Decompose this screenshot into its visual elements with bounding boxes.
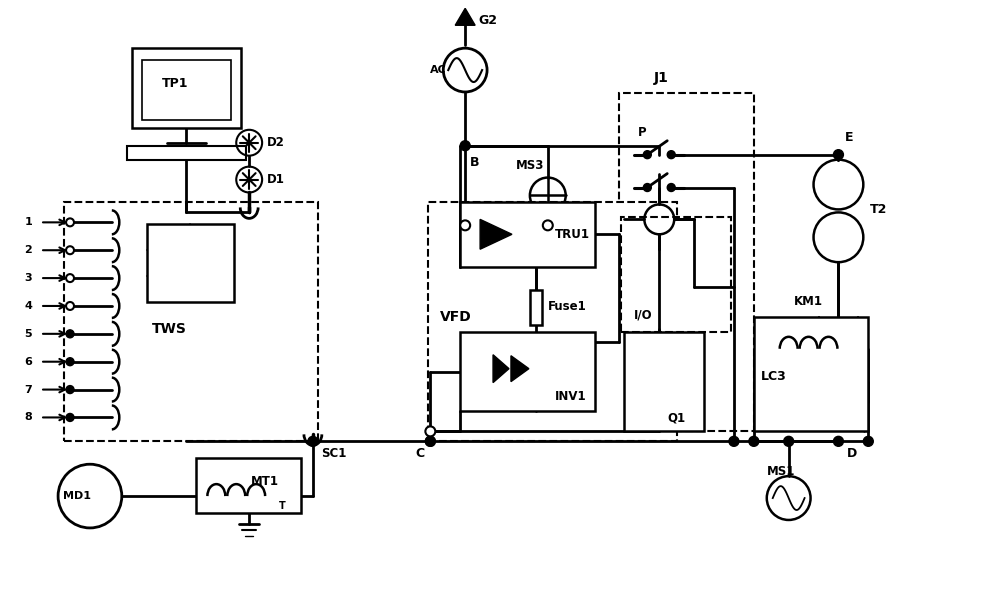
Text: VFD: VFD [440, 310, 472, 324]
Text: AC: AC [430, 65, 448, 75]
Circle shape [543, 220, 552, 230]
Text: Q1: Q1 [667, 412, 685, 425]
Text: SC1: SC1 [321, 447, 346, 460]
Text: E: E [845, 131, 853, 144]
Text: LC3: LC3 [761, 370, 786, 383]
Circle shape [834, 150, 844, 159]
Text: KM1: KM1 [793, 296, 823, 309]
Circle shape [67, 386, 74, 393]
Circle shape [425, 436, 435, 447]
Circle shape [67, 302, 74, 310]
Bar [461, 332, 595, 411]
Bar [754, 317, 868, 432]
Bar [624, 332, 704, 432]
Circle shape [834, 436, 844, 447]
Text: 1: 1 [24, 217, 32, 227]
Text: T2: T2 [870, 203, 888, 216]
Polygon shape [493, 355, 509, 383]
Text: I/O: I/O [633, 309, 652, 321]
Bar [197, 458, 301, 513]
Bar [622, 217, 731, 332]
Circle shape [749, 436, 759, 447]
Circle shape [461, 220, 470, 230]
Text: TRU1: TRU1 [554, 228, 590, 241]
Circle shape [729, 436, 739, 447]
Circle shape [643, 150, 651, 159]
Bar [147, 224, 234, 302]
Text: MD1: MD1 [62, 491, 91, 501]
Bar [461, 202, 595, 267]
Text: 4: 4 [24, 301, 32, 311]
Text: 6: 6 [24, 356, 32, 367]
Circle shape [461, 141, 470, 150]
Circle shape [67, 219, 74, 226]
Text: 3: 3 [24, 273, 32, 283]
Bar [620, 93, 754, 432]
Text: INV1: INV1 [554, 390, 587, 403]
Text: 8: 8 [24, 413, 32, 423]
Circle shape [67, 274, 74, 282]
Bar [530, 290, 542, 325]
Bar [132, 48, 241, 128]
Text: D: D [847, 447, 857, 460]
Polygon shape [480, 219, 512, 249]
Text: MT1: MT1 [251, 475, 279, 488]
Circle shape [425, 426, 435, 436]
Circle shape [67, 246, 74, 254]
Circle shape [783, 436, 793, 447]
Text: D2: D2 [267, 136, 285, 149]
Circle shape [67, 358, 74, 366]
Bar [142, 60, 231, 120]
Text: P: P [637, 127, 646, 139]
Text: C: C [415, 447, 424, 460]
Polygon shape [511, 356, 529, 381]
Circle shape [643, 183, 651, 192]
Text: TWS: TWS [151, 322, 186, 336]
Circle shape [863, 436, 873, 447]
Circle shape [667, 150, 675, 159]
Text: 2: 2 [24, 245, 32, 256]
Text: MS1: MS1 [767, 464, 795, 478]
Circle shape [307, 436, 318, 447]
Text: 5: 5 [24, 329, 32, 339]
Text: TP1: TP1 [161, 76, 188, 90]
Circle shape [67, 330, 74, 338]
Text: 7: 7 [24, 384, 32, 395]
Circle shape [67, 414, 74, 421]
Bar [127, 146, 246, 159]
Text: Fuse1: Fuse1 [547, 300, 587, 313]
Bar [65, 202, 318, 441]
Text: J1: J1 [654, 71, 669, 85]
Text: T: T [279, 501, 286, 511]
Circle shape [425, 436, 435, 447]
Text: B: B [470, 156, 480, 169]
Bar [428, 202, 677, 441]
Text: G2: G2 [478, 14, 497, 27]
Text: MS3: MS3 [516, 159, 544, 172]
Polygon shape [456, 8, 475, 25]
Text: D1: D1 [267, 173, 285, 186]
Circle shape [667, 183, 675, 192]
